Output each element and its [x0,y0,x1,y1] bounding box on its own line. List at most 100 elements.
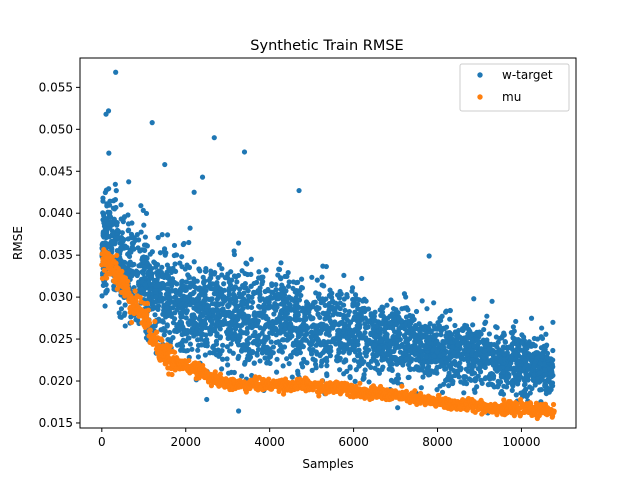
w-target-point [220,306,226,312]
w-target-point [230,336,236,342]
w-target-point [290,341,297,347]
w-target-point [380,305,386,311]
w-target-point [376,345,382,351]
w-target-point [380,313,387,319]
x-axis-label: Samples [302,457,353,471]
w-target-point [219,356,226,362]
mu-point [144,300,151,306]
w-target-point [519,355,525,361]
w-target-point [189,326,195,332]
w-target-point [351,345,357,351]
w-target-point [419,298,425,304]
mu-point [217,371,224,377]
mu-point [399,383,405,389]
w-target-point [354,338,361,344]
w-target-point [124,271,130,277]
w-target-point [363,324,369,330]
w-target-point [391,316,397,323]
w-target-point [237,286,243,292]
w-target-point [399,359,405,365]
w-target-point [509,387,515,393]
w-target-point [269,282,275,289]
w-target-point [184,262,190,268]
w-target-point [286,315,293,321]
w-target-point [100,210,106,216]
w-target-point [221,317,228,324]
w-target-point [474,329,480,335]
w-target-point [511,328,517,334]
w-target-point [423,354,430,361]
w-target-point [235,240,242,246]
w-target-point [349,331,355,337]
w-target-point [536,364,542,370]
w-target-point [231,300,237,306]
w-target-point [477,361,483,367]
w-target-point [125,228,131,234]
w-target-point [142,281,148,288]
w-target-point [176,324,182,330]
w-target-point [299,276,305,282]
w-target-point [513,392,519,398]
w-target-point [226,309,232,315]
w-target-point [166,299,172,305]
w-target-point [492,366,498,372]
w-target-point [294,311,300,318]
w-target-point [387,324,393,330]
w-target-point [122,302,128,308]
w-target-point [452,322,458,329]
w-target-point [446,373,452,379]
w-target-point [277,313,283,319]
w-target-point [445,330,451,336]
w-target-point [309,367,315,373]
w-target-point [548,381,555,387]
w-target-point [260,326,267,332]
w-target-point [164,274,170,280]
w-target-point [329,304,335,311]
w-target-point [254,322,260,329]
w-target-point [550,319,556,325]
w-target-point [336,327,342,333]
w-target-point [293,317,299,323]
w-target-point [267,294,274,300]
w-target-point [238,293,245,299]
w-target-point [234,279,240,285]
w-target-point [118,202,124,208]
w-target-point [308,334,314,340]
w-target-point [382,329,388,335]
w-target-point [346,308,353,315]
w-target-point [296,187,302,194]
mu-point [159,337,165,343]
y-tick-label: 0.020 [39,374,73,388]
w-target-point [539,350,545,356]
w-target-point [481,326,487,333]
w-target-point [179,331,185,338]
w-target-point [419,352,426,358]
legend-marker-w-target [477,72,483,78]
w-target-point [332,308,338,314]
w-target-point [292,327,298,333]
w-target-point [437,383,443,389]
w-target-point [172,261,178,267]
w-target-point [134,232,140,238]
w-target-point [337,367,343,373]
w-target-point [359,275,365,282]
w-target-point [214,279,220,286]
mu-point [125,278,131,284]
w-target-point [178,314,184,320]
w-target-point [441,351,447,357]
mu-point [128,319,135,326]
w-target-point [285,283,292,289]
w-target-point [236,353,242,360]
w-target-point [420,362,426,369]
w-target-point [105,241,111,247]
w-target-point [99,293,105,299]
w-target-point [415,364,421,370]
w-target-point [146,296,152,302]
w-target-point [107,214,114,220]
w-target-point [469,368,475,374]
w-target-point [158,327,164,333]
w-target-point [105,221,111,227]
w-target-point [332,322,338,328]
w-target-point [410,317,416,324]
w-target-point [191,279,197,285]
